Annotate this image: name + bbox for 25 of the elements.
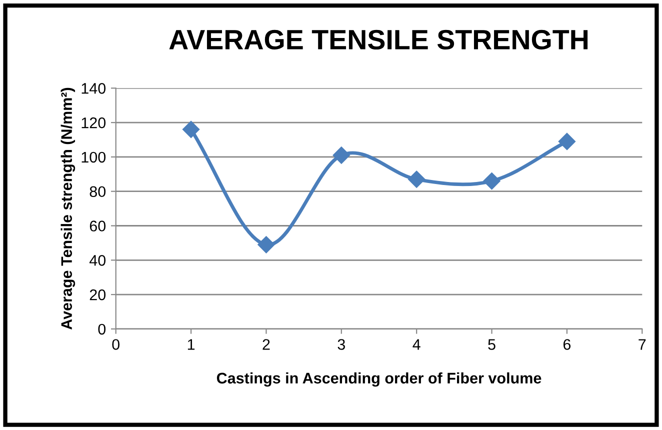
point — [258, 236, 275, 254]
point — [558, 132, 576, 150]
x-tick-label: 5 — [488, 339, 496, 350]
y-tick-label: 100 — [82, 152, 106, 163]
x-axis-title: Castings in Ascending order of Fiber volume — [216, 372, 542, 387]
x-tick-label: 1 — [188, 339, 195, 350]
x-tick-label: 6 — [563, 339, 571, 350]
x-tick-label: 0 — [112, 339, 120, 350]
point — [182, 120, 200, 138]
y-tick-label: 40 — [89, 255, 106, 266]
x-tick-label: 3 — [338, 339, 345, 350]
chart-title: AVERAGE TENSILE STRENGTH — [169, 30, 588, 50]
y-tick-label: 0 — [98, 324, 106, 335]
y-tick-label: 140 — [82, 83, 106, 94]
y-tick-label: 120 — [82, 117, 106, 128]
point — [332, 146, 350, 164]
y-tick-label: 20 — [90, 289, 106, 300]
x-tick-label: 7 — [638, 339, 646, 350]
x-tick-label: 2 — [262, 339, 270, 350]
y-tick-label: 80 — [90, 186, 106, 198]
y-axis-title: Average Tensile strength (N/mm²) — [60, 88, 76, 330]
x-tick-label: 4 — [412, 339, 420, 350]
point — [483, 172, 500, 190]
point — [408, 170, 426, 188]
y-tick-label: 60 — [90, 220, 106, 232]
